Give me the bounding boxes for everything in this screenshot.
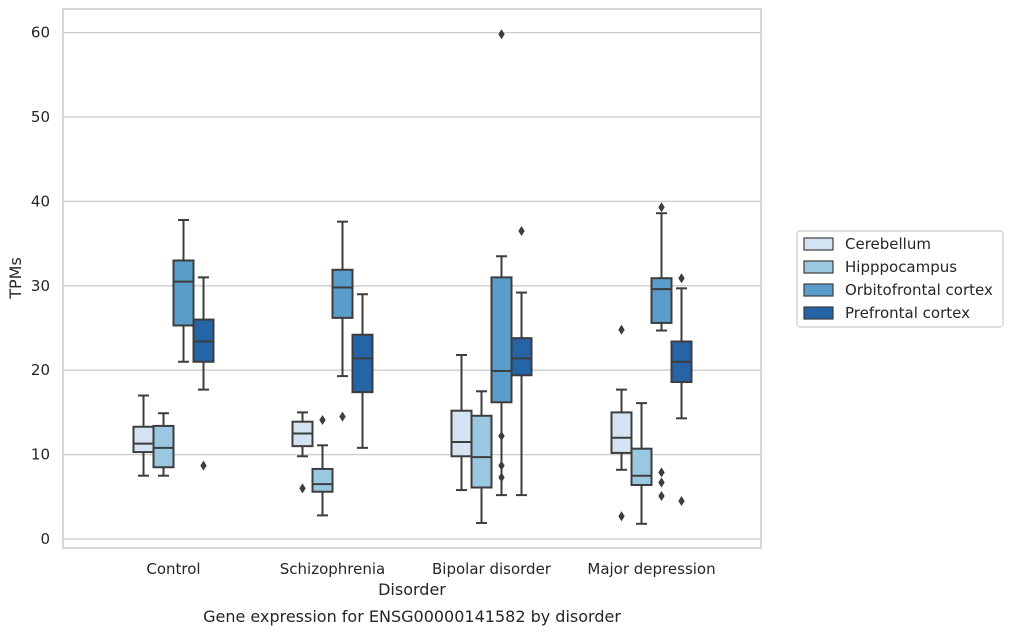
- y-tick-label: 0: [40, 530, 50, 548]
- x-axis-label: Disorder: [378, 580, 446, 599]
- box-body: [331, 268, 354, 319]
- box-body: [510, 337, 533, 377]
- legend-swatch: [803, 306, 834, 320]
- outlier-point: [658, 490, 665, 501]
- outlier-point: [658, 202, 665, 213]
- box-body: [650, 277, 673, 324]
- box-orbitofrontal-cortex: [490, 29, 513, 497]
- box-prefrontal-cortex: [510, 225, 533, 497]
- outlier-point: [498, 460, 505, 471]
- y-tick-label: 50: [31, 108, 50, 126]
- box-orbitofrontal-cortex: [172, 218, 195, 363]
- box-body: [152, 424, 175, 469]
- outlier-point: [618, 324, 625, 335]
- legend-swatch: [803, 237, 834, 251]
- outlier-point: [618, 511, 625, 522]
- box-cerebellum: [291, 411, 314, 494]
- box-body: [490, 276, 513, 404]
- legend-label: Prefrontal cortex: [845, 304, 970, 322]
- y-tick-label: 10: [31, 446, 50, 464]
- outlier-point: [498, 29, 505, 40]
- legend: Cerebellum Hipppocampus Orbitofrontal cort…: [796, 230, 1004, 328]
- chart-title: Gene expression for ENSG00000141582 by d…: [203, 607, 621, 626]
- box-hipppocampus: [152, 412, 175, 477]
- box-prefrontal-cortex: [670, 273, 693, 507]
- outlier-point: [518, 225, 525, 236]
- box-plot-marks: [132, 29, 693, 525]
- box-body: [311, 467, 334, 493]
- box-body: [450, 409, 473, 458]
- plot-frame: [62, 8, 762, 549]
- y-tick-label: 30: [31, 277, 50, 295]
- outlier-point: [339, 411, 346, 422]
- y-axis-label: TPMs: [6, 257, 25, 300]
- x-tick-label: Major depression: [587, 560, 715, 578]
- outlier-point: [678, 496, 685, 507]
- legend-label: Hipppocampus: [845, 258, 957, 276]
- y-tick-label: 20: [31, 361, 50, 379]
- box-body: [630, 447, 653, 486]
- box-body: [610, 411, 633, 454]
- outlier-point: [678, 273, 685, 284]
- x-tick-label: Control: [146, 560, 200, 578]
- legend-label: Cerebellum: [845, 235, 931, 253]
- legend-frame: [796, 230, 1004, 328]
- box-body: [132, 425, 155, 454]
- x-tick-label: Bipolar disorder: [432, 560, 552, 578]
- outlier-point: [299, 483, 306, 494]
- legend-swatch: [803, 283, 834, 297]
- y-axis-ticks: 0 10 20 30 40 50 60: [31, 24, 50, 548]
- box-prefrontal-cortex: [192, 276, 215, 471]
- legend-label: Orbitofrontal cortex: [845, 281, 993, 299]
- y-tick-label: 40: [31, 192, 50, 210]
- box-prefrontal-cortex: [351, 293, 374, 449]
- legend-swatch: [803, 260, 834, 274]
- box-orbitofrontal-cortex: [331, 220, 354, 422]
- box-hipppocampus: [311, 414, 334, 517]
- outlier-point: [658, 477, 665, 488]
- outlier-point: [498, 472, 505, 483]
- box-body: [172, 259, 195, 327]
- outlier-point: [319, 414, 326, 425]
- outlier-point: [498, 431, 505, 442]
- outlier-point: [200, 460, 207, 471]
- box-body: [470, 414, 493, 489]
- box-cerebellum: [450, 354, 473, 492]
- y-tick-label: 60: [31, 24, 50, 42]
- box-orbitofrontal-cortex: [650, 202, 673, 501]
- box-hipppocampus: [470, 390, 493, 524]
- box-hipppocampus: [630, 402, 653, 525]
- box-cerebellum: [610, 324, 633, 522]
- x-axis-ticks: Control Schizophrenia Bipolar disorder Majo…: [146, 560, 715, 578]
- box-body: [351, 333, 374, 394]
- x-tick-label: Schizophrenia: [280, 560, 385, 578]
- box-cerebellum: [132, 394, 155, 477]
- outlier-point: [658, 467, 665, 478]
